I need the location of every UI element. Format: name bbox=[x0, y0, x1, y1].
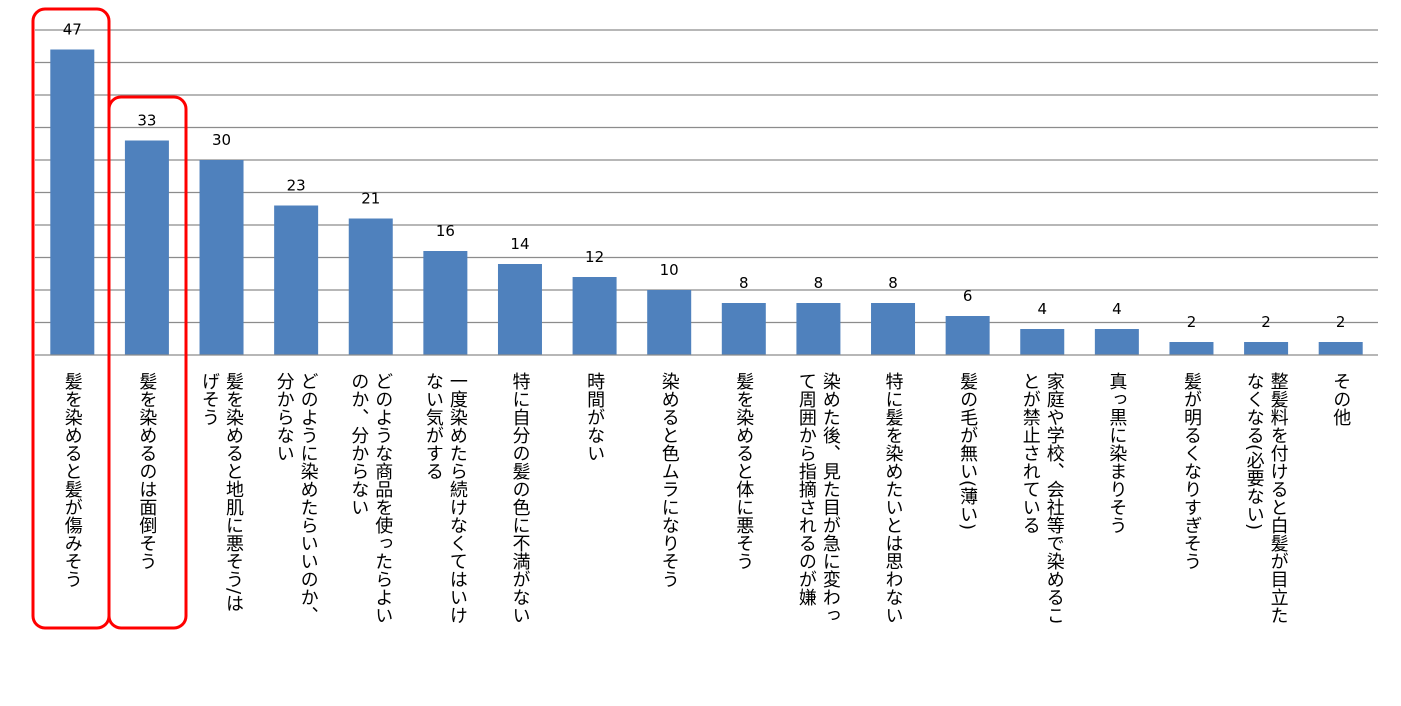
value-label: 4 bbox=[1112, 300, 1122, 318]
bar bbox=[1094, 329, 1139, 355]
value-label: 47 bbox=[63, 21, 82, 39]
bar bbox=[1169, 342, 1214, 355]
bar bbox=[497, 264, 542, 355]
category-label: 家庭や学校、会社等で染めるこ bbox=[1044, 372, 1065, 624]
value-label: 33 bbox=[137, 112, 156, 130]
category-label: とが禁止されている bbox=[1020, 372, 1041, 534]
value-label: 6 bbox=[963, 287, 973, 305]
value-label: 2 bbox=[1336, 313, 1346, 331]
bar bbox=[572, 277, 617, 355]
value-label: 2 bbox=[1187, 313, 1197, 331]
category-label: 髪が明るくなりすぎそう bbox=[1181, 371, 1202, 570]
category-label: 特に自分の髪の色に不満がない bbox=[509, 372, 530, 624]
category-label: 特に髪を染めたいとは思わない bbox=[883, 372, 904, 624]
category-label: その他 bbox=[1330, 372, 1351, 426]
gridlines bbox=[35, 29, 1378, 324]
category-label: 染めると色ムラになりそう bbox=[659, 372, 680, 588]
value-label: 8 bbox=[888, 274, 898, 292]
value-labels: 47 33 30 23 21 16 14 12 10 8 8 8 6 4 4 2 2 2 bbox=[63, 21, 1346, 332]
category-label: 分からない bbox=[274, 372, 295, 462]
category-label: げそう bbox=[199, 372, 220, 426]
value-label: 30 bbox=[212, 131, 231, 149]
category-label: ない気がする bbox=[423, 372, 444, 480]
category-label: 一度染めたら続けなくてはいけ bbox=[447, 372, 468, 624]
category-label: どのように染めたらいいのか、 bbox=[298, 372, 319, 624]
bar bbox=[647, 290, 692, 355]
category-label: 整髪料を付けると白髪が目立た bbox=[1268, 372, 1289, 624]
value-label: 8 bbox=[739, 274, 749, 292]
bars bbox=[50, 49, 1363, 355]
value-label: 21 bbox=[361, 190, 380, 208]
bar bbox=[1318, 342, 1363, 355]
highlight-box bbox=[107, 95, 188, 630]
bar bbox=[124, 140, 169, 355]
bar bbox=[945, 316, 990, 355]
category-label: どのような商品を使ったらよい bbox=[372, 372, 393, 624]
value-label: 10 bbox=[660, 261, 679, 279]
category-label: のか、分からない bbox=[348, 372, 369, 516]
category-label: 髪を染めると髪が傷みそう bbox=[62, 371, 83, 588]
bar bbox=[50, 49, 95, 355]
bar bbox=[721, 303, 766, 355]
value-label: 23 bbox=[287, 177, 306, 195]
category-label: 染めた後、見た目が急に変わっ bbox=[820, 372, 841, 624]
value-label: 2 bbox=[1261, 313, 1271, 331]
bar bbox=[871, 303, 916, 355]
bar bbox=[1244, 342, 1289, 355]
highlight-boxes bbox=[31, 7, 188, 630]
category-label: 髪を染めると体に悪そう bbox=[733, 371, 754, 570]
value-label: 16 bbox=[436, 222, 455, 240]
bar bbox=[348, 218, 393, 355]
bar bbox=[423, 251, 468, 355]
bar bbox=[796, 303, 841, 355]
value-label: 8 bbox=[814, 274, 824, 292]
value-label: 4 bbox=[1037, 300, 1047, 318]
bar bbox=[1020, 329, 1065, 355]
category-label: 髪を染めるのは面倒そう bbox=[136, 371, 157, 570]
category-label: て周囲から指摘されるのが嫌 bbox=[796, 372, 817, 606]
bar bbox=[199, 160, 244, 355]
value-label: 12 bbox=[585, 248, 604, 266]
value-label: 14 bbox=[510, 235, 529, 253]
category-label: 真っ黒に染まりそう bbox=[1106, 372, 1127, 534]
category-label: 髪を染めると地肌に悪そう/は bbox=[223, 371, 244, 612]
category-label: 時間がない bbox=[584, 372, 605, 462]
category-labels: 髪を染めると髪が傷みそう 髪を染めるのは面倒そう 髪を染めると地肌に悪そう/はげそう… bbox=[62, 371, 1351, 624]
bar bbox=[274, 205, 319, 355]
category-label: 髪の毛が無い(薄い) bbox=[957, 371, 978, 530]
category-label: なくなる(必要ない) bbox=[1244, 372, 1265, 530]
